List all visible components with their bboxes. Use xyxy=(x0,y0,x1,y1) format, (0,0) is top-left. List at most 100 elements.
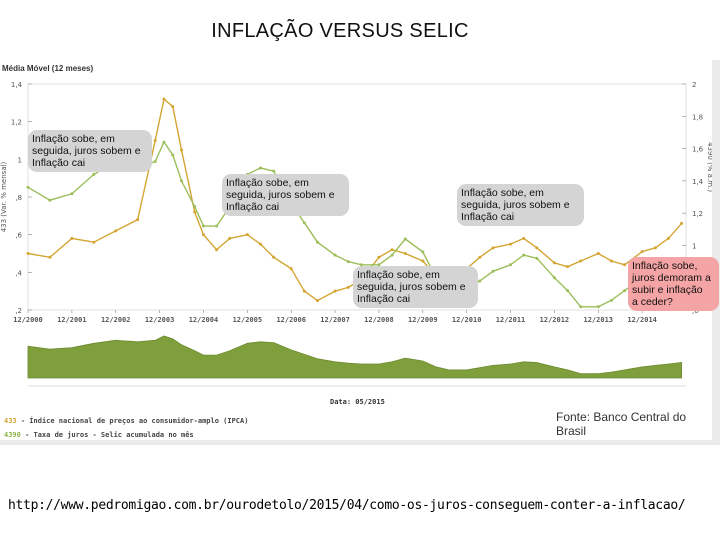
point-selic xyxy=(403,237,407,241)
callout-3-line1: Inflação sobe, em xyxy=(461,187,544,199)
point-ipca xyxy=(522,236,526,240)
y-right-tick-label: ,6 xyxy=(692,307,699,315)
legend-selic-text: - Taxa de juros - Selic acumulada no mês xyxy=(20,431,194,439)
callout-5-line3: subir e inflação xyxy=(632,284,703,296)
y-left-tick-label: ,2 xyxy=(15,307,22,315)
point-selic xyxy=(623,289,627,293)
callout-5-line2: juros demoram a xyxy=(632,272,711,284)
callout-2-line3: Inflação cai xyxy=(226,201,280,213)
point-ipca xyxy=(566,265,570,269)
point-ipca xyxy=(509,242,513,246)
x-tick-label: 12/2004 xyxy=(189,316,219,324)
point-ipca xyxy=(421,259,425,263)
callout-1: Inflação sobe, em seguida, juros sobem e… xyxy=(28,130,152,172)
point-ipca xyxy=(579,259,583,263)
point-selic xyxy=(509,263,513,267)
point-ipca xyxy=(535,246,539,250)
point-ipca xyxy=(201,233,205,237)
callout-2: Inflação sobe, em seguida, juros sobem e… xyxy=(222,174,349,216)
point-selic xyxy=(333,253,337,257)
x-tick-label: 12/2010 xyxy=(452,316,482,324)
point-selic xyxy=(215,224,219,228)
point-ipca xyxy=(596,252,600,255)
point-selic xyxy=(180,179,184,183)
callout-4-line1: Inflação sobe, em xyxy=(357,269,440,281)
point-ipca xyxy=(316,299,320,303)
x-tick-label: 12/2014 xyxy=(627,316,657,324)
point-ipca xyxy=(390,248,394,252)
point-selic xyxy=(162,140,166,144)
point-selic xyxy=(92,172,96,176)
chart-title: Média Móvel (12 meses) xyxy=(2,64,94,73)
callout-3-line3: Inflação cai xyxy=(461,211,515,223)
point-selic xyxy=(201,224,205,228)
point-ipca xyxy=(403,252,407,255)
point-ipca xyxy=(289,267,293,271)
point-selic xyxy=(478,279,482,283)
point-selic xyxy=(609,298,613,302)
x-tick-label: 12/2008 xyxy=(364,316,394,324)
y-right-tick-label: 1,2 xyxy=(692,210,703,218)
point-ipca xyxy=(245,233,249,237)
callout-5-line4: a ceder? xyxy=(632,296,673,308)
point-ipca xyxy=(92,240,96,244)
navigator-area xyxy=(27,335,683,379)
point-ipca xyxy=(153,139,157,142)
source-note: Fonte: Banco Central do Brasil xyxy=(556,410,687,438)
point-ipca xyxy=(162,97,166,101)
y-left-tick-label: ,6 xyxy=(15,232,22,240)
x-tick-label: 12/2007 xyxy=(320,316,350,324)
point-ipca xyxy=(48,255,52,259)
y-right-tick-label: 1 xyxy=(692,242,696,250)
y-right-tick-label: 2 xyxy=(692,81,696,89)
x-tick-label: 12/2001 xyxy=(57,316,87,324)
x-tick-label: 12/2000 xyxy=(13,316,43,324)
point-selic xyxy=(346,260,350,264)
point-ipca xyxy=(478,255,482,259)
point-ipca xyxy=(609,259,613,263)
callout-4-line2: seguida, juros sobem e xyxy=(357,281,466,293)
point-ipca xyxy=(26,252,30,255)
x-tick-label: 12/2011 xyxy=(496,316,526,324)
point-ipca xyxy=(653,246,657,250)
y-left-axis-label: 433 (Var. % mensal) xyxy=(0,161,8,232)
point-selic xyxy=(535,256,539,260)
point-selic xyxy=(316,240,320,244)
point-selic xyxy=(596,305,600,309)
legend-ipca-code: 433 xyxy=(4,417,17,425)
point-ipca xyxy=(215,248,219,252)
point-ipca xyxy=(491,246,495,250)
x-tick-label: 12/2012 xyxy=(540,316,570,324)
y-right-axis-label: 4390 (% a.m.) xyxy=(706,142,712,192)
point-ipca xyxy=(114,229,118,233)
x-tick-label: 12/2005 xyxy=(233,316,263,324)
point-selic xyxy=(522,253,526,257)
legend-ipca-text: - Índice nacional de preços ao consumido… xyxy=(16,417,249,425)
x-tick-label: 12/2003 xyxy=(145,316,175,324)
y-left-tick-label: 1 xyxy=(18,156,22,164)
point-selic xyxy=(390,253,394,257)
source-link[interactable]: http://www.pedromigao.com.br/ourodetolo/… xyxy=(8,498,686,513)
point-selic xyxy=(566,289,570,293)
chart-panel: Média Móvel (12 meses) 1,4 1,2 1,8,6,4,2 2 1… xyxy=(0,60,719,440)
x-tick-label: 12/2013 xyxy=(584,316,614,324)
chart-container: Média Móvel (12 meses) 1,4 1,2 1,8,6,4,2 2 1… xyxy=(0,60,720,445)
y-left-tick-label: 1,4 xyxy=(11,81,23,89)
y-left-tick-label: 1,2 xyxy=(11,119,22,127)
point-ipca xyxy=(333,289,337,293)
callout-2-line2: seguida, juros sobem e xyxy=(226,189,335,201)
y-left-tick-label: ,8 xyxy=(15,194,22,202)
callout-2-line1: Inflação sobe, em xyxy=(226,177,309,189)
point-ipca xyxy=(171,105,175,109)
point-selic xyxy=(552,276,556,280)
point-selic xyxy=(302,221,306,225)
callout-5: Inflação sobe, juros demoram a subir e i… xyxy=(628,257,719,311)
y-left-tick-label: ,4 xyxy=(15,269,22,277)
x-tick-label: 12/2009 xyxy=(408,316,438,324)
point-ipca xyxy=(640,250,644,254)
point-ipca xyxy=(680,221,684,225)
y-right-tick-label: 1,8 xyxy=(692,113,703,121)
slide-title: INFLAÇÃO VERSUS SELIC xyxy=(211,20,469,42)
point-ipca xyxy=(228,236,232,240)
point-selic xyxy=(421,250,425,254)
